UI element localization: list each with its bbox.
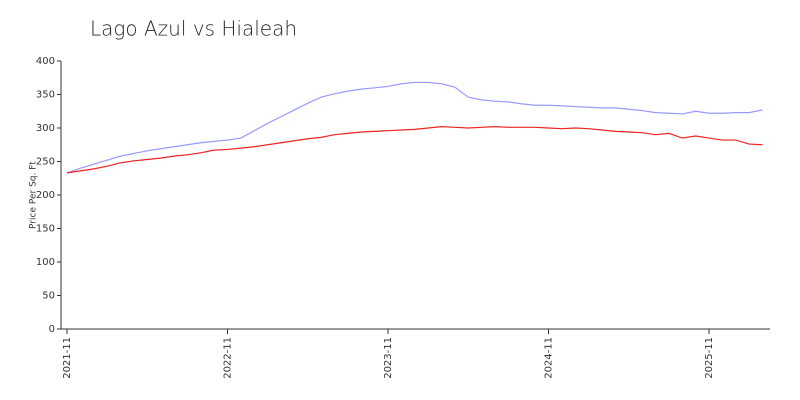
x-tick-label: 2022-11 [223,337,234,379]
x-tick-label: 2023-11 [383,337,394,379]
y-tick-label: 300 [36,123,55,134]
x-tick-label: 2024-11 [544,337,555,379]
y-tick-label: 350 [36,90,55,101]
y-tick-label: 50 [42,291,55,302]
y-tick-label: 150 [36,224,55,235]
series-line [66,81,763,174]
y-tick-label: 250 [36,157,55,168]
y-tick-label: 100 [36,257,55,268]
y-tick-label: 400 [36,56,55,67]
y-axis-label: Price Per Sq. Ft [29,161,39,229]
series-line [66,126,763,174]
y-tick-label: 0 [49,324,55,335]
x-tick-label: 2021-11 [62,337,73,379]
chart-title: Lago Azul vs Hialeah [90,17,297,41]
y-tick-label: 200 [36,190,55,201]
x-tick-label: 2025-11 [704,337,715,379]
